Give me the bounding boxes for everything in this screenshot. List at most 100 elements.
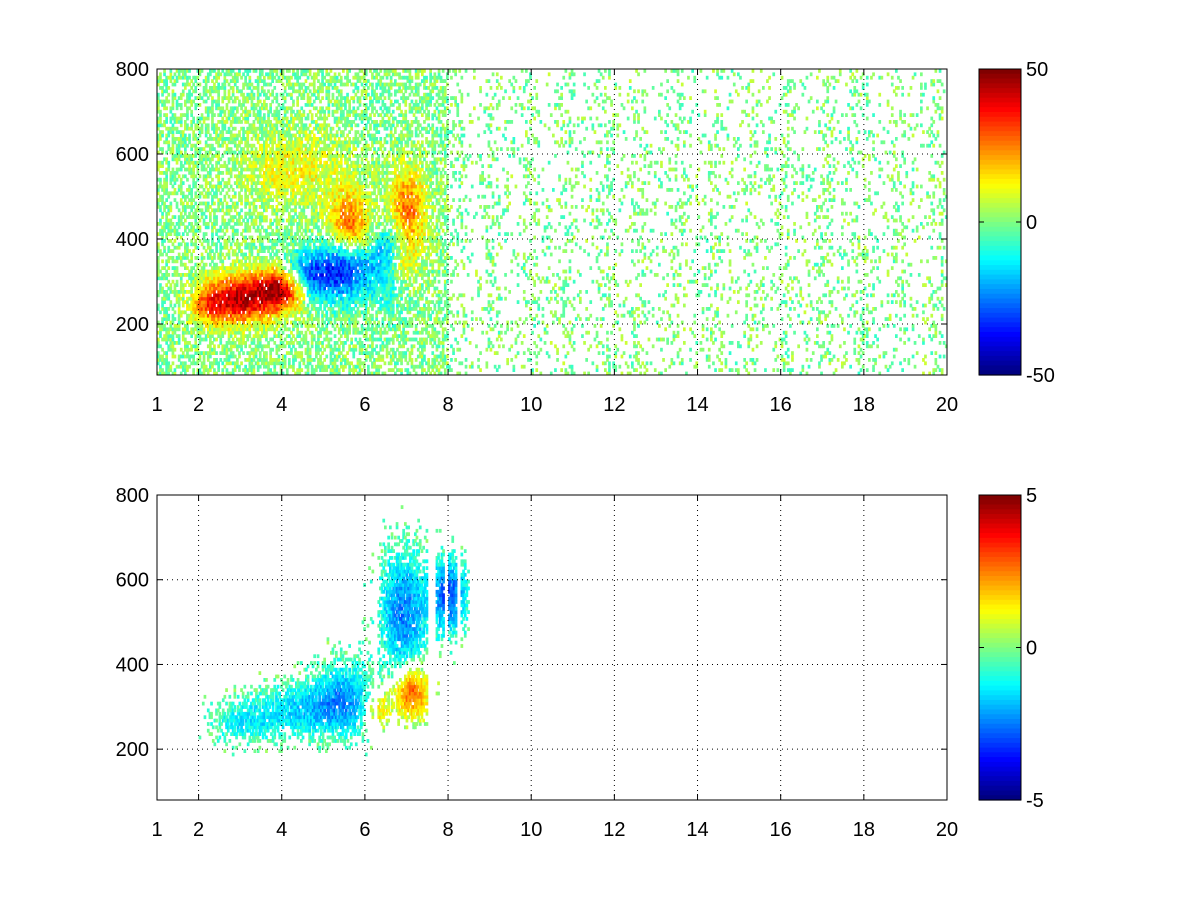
top-heatmap-cell-770	[188, 188, 191, 192]
top-heatmap-cell-2303	[244, 269, 247, 274]
top-heatmap-cell-1434	[213, 273, 216, 277]
top-heatmap-cell-262	[167, 361, 171, 366]
top-heatmap-cell-4384	[310, 266, 314, 270]
top-heatmap-cell-2582	[252, 181, 256, 185]
top-heatmap-cell-230	[165, 211, 168, 216]
top-heatmap-cell-3526	[283, 344, 287, 349]
top-heatmap-cell-2317	[244, 211, 247, 216]
top-heatmap-cell-2123	[238, 317, 241, 321]
top-heatmap-cell-3060	[267, 120, 270, 124]
top-heatmap-cell-1290	[209, 364, 212, 369]
top-heatmap-cell-2076	[236, 266, 239, 270]
top-heatmap-cell-3248	[273, 133, 277, 138]
top-heatmap-cell-50	[157, 96, 160, 100]
top-heatmap-cell-3319	[275, 123, 279, 128]
top-heatmap-cell-1832	[227, 266, 231, 270]
top-heatmap-cell-1994	[233, 341, 237, 345]
top-heatmap-cell-1373	[211, 256, 214, 260]
top-heatmap-cell-4961	[329, 320, 333, 325]
top-heatmap-cell-3870	[294, 252, 297, 257]
top-heatmap-cell-953	[194, 103, 198, 107]
top-heatmap-cell-2637	[254, 222, 258, 226]
top-heatmap-cell-2822	[260, 273, 264, 277]
top-heatmap-cell-2632	[254, 262, 258, 267]
top-heatmap-cell-27	[157, 205, 160, 209]
top-heatmap-cell-2473	[248, 75, 252, 80]
top-heatmap-cell-3745	[290, 208, 293, 213]
top-heatmap-cell-2706	[256, 191, 260, 196]
top-heatmap-cell-2223	[240, 113, 243, 117]
top-heatmap-cell-1790	[225, 181, 229, 185]
top-heatmap-cell-3149	[271, 296, 274, 301]
top-heatmap-cell-3462	[281, 344, 285, 349]
top-heatmap-cell-3261	[275, 358, 279, 362]
top-heatmap-cell-4792	[323, 188, 326, 192]
top-heatmap-cell-4201	[304, 191, 308, 196]
top-heatmap-cell-1407	[211, 86, 214, 90]
top-heatmap-cell-4624	[319, 364, 322, 369]
top-heatmap-cell-2854	[260, 137, 264, 141]
top-heatmap-cell-296	[167, 147, 171, 151]
top-heatmap-cell-4608	[317, 143, 320, 148]
top-heatmap-cell-3082	[269, 310, 272, 315]
top-heatmap-cell-3071	[269, 361, 272, 366]
top-heatmap-cell-3523	[283, 361, 287, 366]
top-heatmap-cell-4206	[304, 171, 308, 175]
top-heatmap-cell-3349	[277, 286, 281, 291]
top-heatmap-cell-1026	[198, 324, 202, 328]
top-heatmap-cell-718	[186, 225, 189, 230]
top-heatmap-cell-4978	[329, 262, 333, 267]
top-heatmap-cell-2993	[265, 143, 268, 148]
top-heatmap-cell-2989	[265, 157, 268, 162]
top-heatmap-cell-2593	[252, 133, 256, 138]
top-heatmap-cell-1184	[204, 296, 208, 301]
top-heatmap-cell-955	[194, 89, 198, 94]
top-heatmap-cell-909	[194, 317, 198, 321]
top-heatmap-cell-302	[167, 99, 171, 104]
top-heatmap-cell-2329	[244, 157, 247, 162]
top-heatmap-cell-3088	[269, 290, 272, 294]
top-heatmap-cell-3118	[269, 154, 272, 158]
top-heatmap-cell-3817	[292, 194, 295, 199]
top-heatmap-cell-60	[159, 344, 162, 349]
top-heatmap-cell-2281	[242, 72, 245, 77]
top-heatmap-cell-2972	[265, 228, 268, 233]
top-heatmap-cell-2747	[258, 303, 262, 308]
top-heatmap-cell-1165	[202, 116, 206, 121]
top-heatmap-cell-2654	[254, 147, 258, 151]
top-heatmap-cell-4414	[310, 150, 314, 155]
top-heatmap-cell-1545	[217, 269, 220, 274]
top-heatmap-cell-4657	[319, 215, 322, 219]
top-heatmap-cell-540	[179, 364, 183, 369]
top-heatmap-cell-4855	[325, 201, 329, 206]
top-heatmap-cell-3195	[271, 89, 274, 94]
top-heatmap-cell-2941	[265, 358, 268, 362]
top-heatmap-cell-454	[175, 293, 179, 298]
top-heatmap-cell-2481	[250, 347, 254, 352]
top-heatmap-cell-458	[175, 273, 179, 277]
top-heatmap-cell-1772	[225, 279, 229, 284]
top-heatmap-cell-3381	[277, 147, 281, 151]
top-heatmap-cell-40	[157, 137, 160, 141]
top-heatmap-cell-4028	[298, 133, 302, 138]
top-heatmap-cell-2440	[248, 256, 252, 260]
top-heatmap-cell-2307	[244, 256, 247, 260]
top-heatmap-cell-1075	[200, 337, 204, 342]
top-heatmap-cell-3889	[294, 167, 297, 172]
top-heatmap-cell-1212	[204, 154, 208, 158]
top-heatmap-cell-1024	[198, 330, 202, 335]
top-heatmap-cell-1794	[225, 150, 229, 155]
top-heatmap-cell-1335	[209, 150, 212, 155]
top-heatmap-cell-4235	[306, 344, 310, 349]
top-heatmap-cell-386	[171, 140, 175, 145]
top-heatmap-cell-973	[196, 310, 200, 315]
top-heatmap-cell-3676	[288, 228, 291, 233]
top-heatmap-cell-4138	[302, 198, 306, 202]
top-heatmap-cell-2754	[258, 273, 262, 277]
top-heatmap-cell-4053	[300, 300, 304, 304]
top-heatmap-cell-2072	[236, 279, 239, 284]
top-heatmap-cell-3855	[294, 317, 297, 321]
top-heatmap-cell-1612	[219, 249, 223, 253]
top-heatmap-cell-2508	[250, 218, 254, 223]
top-heatmap-cell-4768	[323, 296, 326, 301]
